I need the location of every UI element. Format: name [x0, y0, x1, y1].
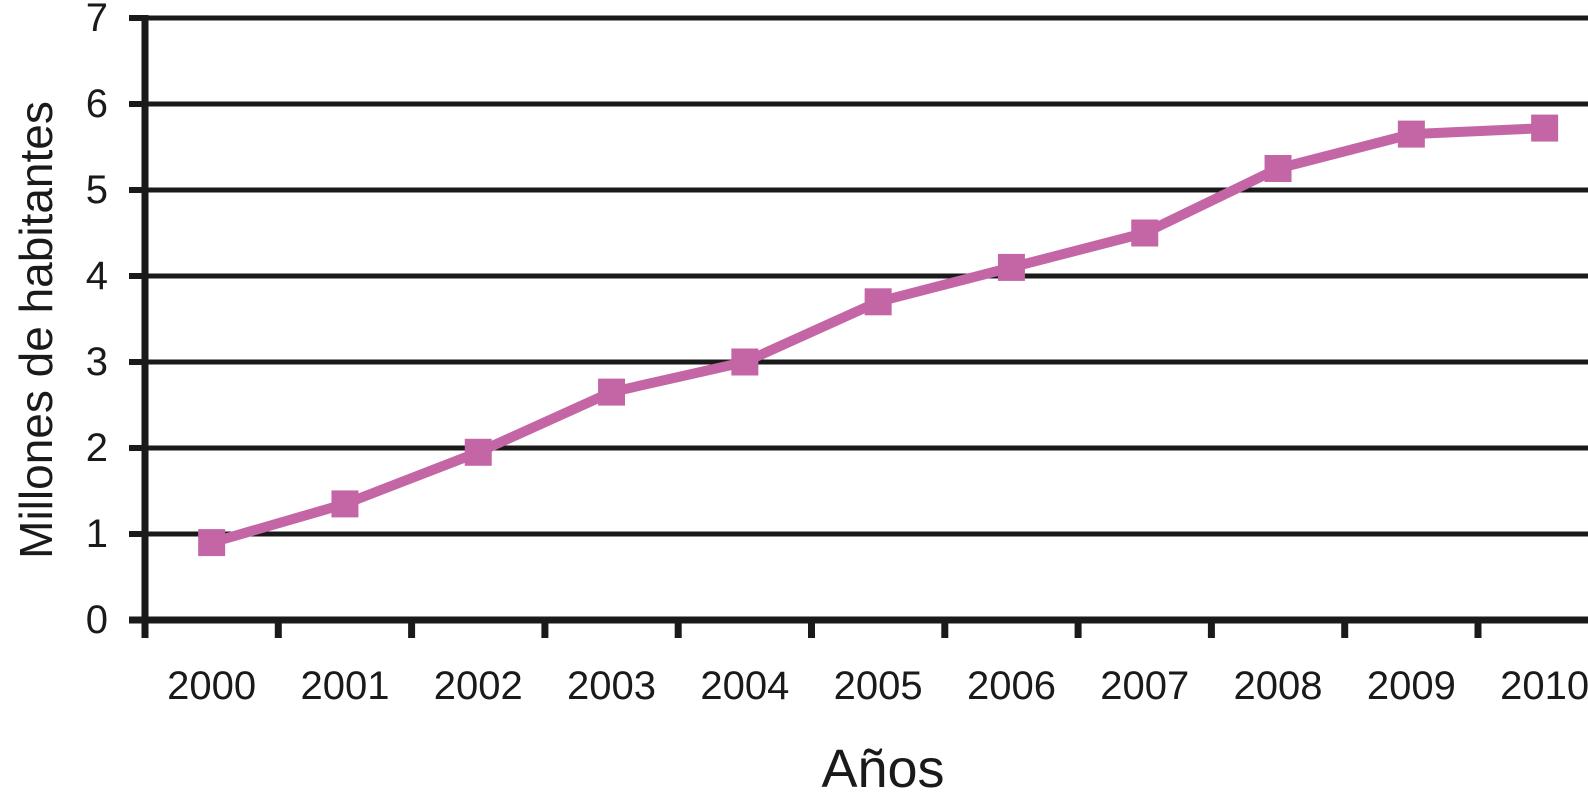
data-point-marker	[1531, 114, 1559, 142]
data-point-marker	[1397, 120, 1425, 148]
tick-labels: 0 1 2 3 4 5 6 7 2000 2001 2002 2003 2004 2005 2006 2007…	[86, 0, 1588, 708]
data-series	[198, 114, 1559, 557]
x-tick-label: 2004	[700, 664, 789, 708]
x-tick-label: 2007	[1100, 664, 1189, 708]
data-point-marker	[198, 529, 226, 557]
y-tick-label: 2	[86, 426, 108, 470]
x-tick-label: 2000	[167, 664, 256, 708]
axes	[129, 15, 1588, 638]
x-tick-label: 2009	[1367, 664, 1456, 708]
y-axis-title: Millones de habitantes	[10, 101, 62, 559]
y-tick-label: 0	[86, 598, 108, 642]
x-tick-label: 2008	[1234, 664, 1323, 708]
data-point-marker	[331, 490, 359, 518]
data-point-marker	[864, 288, 892, 316]
data-point-marker	[464, 438, 492, 466]
x-tick-label: 2010	[1500, 664, 1588, 708]
x-tick-label: 2003	[567, 664, 656, 708]
y-tick-label: 7	[86, 0, 108, 40]
y-tick-label: 4	[86, 254, 108, 298]
gridlines	[145, 15, 1588, 537]
x-tick-label: 2002	[434, 664, 523, 708]
x-tick-label: 2005	[834, 664, 923, 708]
y-tick-label: 6	[86, 82, 108, 126]
data-point-marker	[598, 378, 626, 406]
y-tick-label: 1	[86, 512, 108, 556]
x-axis-title: Años	[821, 739, 944, 799]
data-point-marker	[731, 348, 759, 376]
data-point-marker	[997, 253, 1025, 281]
data-point-marker	[1131, 219, 1159, 247]
x-tick-label: 2001	[300, 664, 389, 708]
y-tick-label: 3	[86, 340, 108, 384]
y-tick-label: 5	[86, 168, 108, 212]
x-tick-label: 2006	[967, 664, 1056, 708]
data-point-marker	[1264, 155, 1292, 182]
